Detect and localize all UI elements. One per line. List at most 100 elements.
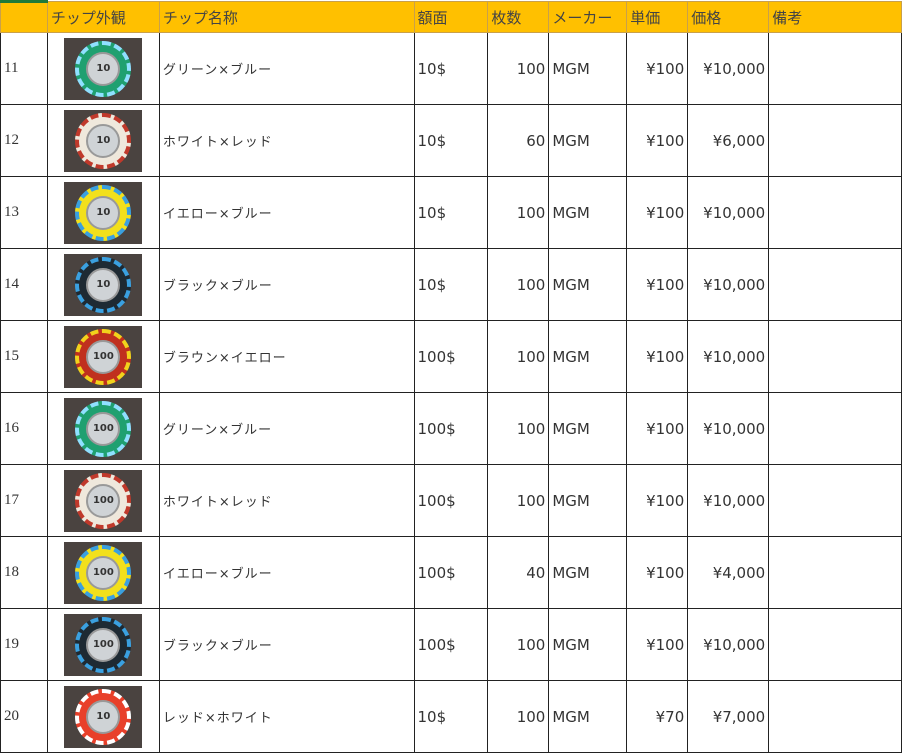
notes-cell[interactable] (768, 464, 902, 537)
maker-cell[interactable]: MGM (548, 392, 628, 465)
header-maker[interactable]: メーカー (548, 1, 628, 33)
row-number[interactable]: 12 (0, 104, 48, 177)
chip-image-cell[interactable]: 10 (46, 680, 160, 753)
maker-cell[interactable]: MGM (548, 248, 628, 321)
face-value-cell[interactable]: 100$ (413, 536, 489, 609)
header-unit-price[interactable]: 単価 (626, 1, 689, 33)
chip-name-cell[interactable]: グリーン×ブルー (158, 32, 415, 105)
face-value-cell[interactable]: 10$ (413, 32, 489, 105)
face-value-cell[interactable]: 10$ (413, 176, 489, 249)
chip-name-cell[interactable]: ホワイト×レッド (158, 464, 415, 537)
chip-image-cell[interactable]: 100 (46, 464, 160, 537)
maker-cell[interactable]: MGM (548, 32, 628, 105)
chip-name-cell[interactable]: ブラック×ブルー (158, 608, 415, 681)
notes-cell[interactable] (768, 248, 902, 321)
maker-cell[interactable]: MGM (548, 536, 628, 609)
unit-price-cell[interactable]: ¥100 (626, 248, 689, 321)
notes-cell[interactable] (768, 104, 902, 177)
face-value-cell[interactable]: 100$ (413, 464, 489, 537)
count-cell[interactable]: 40 (487, 536, 550, 609)
face-value-cell[interactable]: 100$ (413, 320, 489, 393)
price-cell[interactable]: ¥10,000 (687, 464, 770, 537)
chip-name-cell[interactable]: ホワイト×レッド (158, 104, 415, 177)
row-number[interactable]: 13 (0, 176, 48, 249)
header-chip-appearance[interactable]: チップ外観 (46, 1, 160, 33)
unit-price-cell[interactable]: ¥100 (626, 536, 689, 609)
unit-price-cell[interactable]: ¥100 (626, 32, 689, 105)
maker-cell[interactable]: MGM (548, 176, 628, 249)
row-number[interactable]: 20 (0, 680, 48, 753)
chip-image-cell[interactable]: 10 (46, 176, 160, 249)
maker-cell[interactable]: MGM (548, 464, 628, 537)
price-cell[interactable]: ¥10,000 (687, 248, 770, 321)
count-cell[interactable]: 100 (487, 608, 550, 681)
notes-cell[interactable] (768, 680, 902, 753)
row-number[interactable]: 19 (0, 608, 48, 681)
price-cell[interactable]: ¥4,000 (687, 536, 770, 609)
unit-price-cell[interactable]: ¥100 (626, 104, 689, 177)
price-cell[interactable]: ¥10,000 (687, 608, 770, 681)
chip-name-cell[interactable]: ブラウン×イエロー (158, 320, 415, 393)
notes-cell[interactable] (768, 536, 902, 609)
chip-image-cell[interactable]: 10 (46, 32, 160, 105)
unit-price-cell[interactable]: ¥100 (626, 392, 689, 465)
header-chip-name[interactable]: チップ名称 (158, 1, 415, 33)
count-cell[interactable]: 60 (487, 104, 550, 177)
header-face-value[interactable]: 額面 (413, 1, 489, 33)
chip-image-cell[interactable]: 100 (46, 608, 160, 681)
count-cell[interactable]: 100 (487, 680, 550, 753)
row-number[interactable]: 16 (0, 392, 48, 465)
unit-price-cell[interactable]: ¥100 (626, 176, 689, 249)
chip-photo: 10 (64, 181, 143, 244)
chip-image-cell[interactable]: 100 (46, 536, 160, 609)
chip-name-cell[interactable]: ブラック×ブルー (158, 248, 415, 321)
chip-name-cell[interactable]: グリーン×ブルー (158, 392, 415, 465)
count-cell[interactable]: 100 (487, 248, 550, 321)
header-price[interactable]: 価格 (687, 1, 770, 33)
notes-cell[interactable] (768, 320, 902, 393)
count-cell[interactable]: 100 (487, 176, 550, 249)
notes-cell[interactable] (768, 32, 902, 105)
count-cell[interactable]: 100 (487, 32, 550, 105)
unit-price-cell[interactable]: ¥100 (626, 608, 689, 681)
maker-cell[interactable]: MGM (548, 104, 628, 177)
price-cell[interactable]: ¥6,000 (687, 104, 770, 177)
row-number[interactable]: 11 (0, 32, 48, 105)
chip-image-cell[interactable]: 100 (46, 392, 160, 465)
maker-cell[interactable]: MGM (548, 320, 628, 393)
face-value-cell[interactable]: 10$ (413, 680, 489, 753)
count-cell[interactable]: 100 (487, 392, 550, 465)
price-cell[interactable]: ¥7,000 (687, 680, 770, 753)
row-number[interactable]: 18 (0, 536, 48, 609)
row-number[interactable]: 14 (0, 248, 48, 321)
price-cell[interactable]: ¥10,000 (687, 392, 770, 465)
notes-cell[interactable] (768, 392, 902, 465)
chip-name-cell[interactable]: レッド×ホワイト (158, 680, 415, 753)
price-cell[interactable]: ¥10,000 (687, 176, 770, 249)
maker-cell[interactable]: MGM (548, 680, 628, 753)
price-cell[interactable]: ¥10,000 (687, 320, 770, 393)
count-cell[interactable]: 100 (487, 320, 550, 393)
unit-price-cell[interactable]: ¥70 (626, 680, 689, 753)
face-value-cell[interactable]: 10$ (413, 248, 489, 321)
count-cell[interactable]: 100 (487, 464, 550, 537)
price-cell[interactable]: ¥10,000 (687, 32, 770, 105)
header-corner[interactable] (0, 0, 48, 33)
chip-image-cell[interactable]: 10 (46, 248, 160, 321)
face-value-cell[interactable]: 100$ (413, 392, 489, 465)
notes-cell[interactable] (768, 176, 902, 249)
row-number[interactable]: 15 (0, 320, 48, 393)
notes-cell[interactable] (768, 608, 902, 681)
maker-cell[interactable]: MGM (548, 608, 628, 681)
face-value-cell[interactable]: 10$ (413, 104, 489, 177)
face-value-cell[interactable]: 100$ (413, 608, 489, 681)
chip-image-cell[interactable]: 10 (46, 104, 160, 177)
chip-name-cell[interactable]: イエロー×ブルー (158, 176, 415, 249)
unit-price-cell[interactable]: ¥100 (626, 320, 689, 393)
chip-name-cell[interactable]: イエロー×ブルー (158, 536, 415, 609)
unit-price-cell[interactable]: ¥100 (626, 464, 689, 537)
row-number[interactable]: 17 (0, 464, 48, 537)
header-notes[interactable]: 備考 (768, 1, 902, 33)
header-count[interactable]: 枚数 (487, 1, 550, 33)
chip-image-cell[interactable]: 100 (46, 320, 160, 393)
